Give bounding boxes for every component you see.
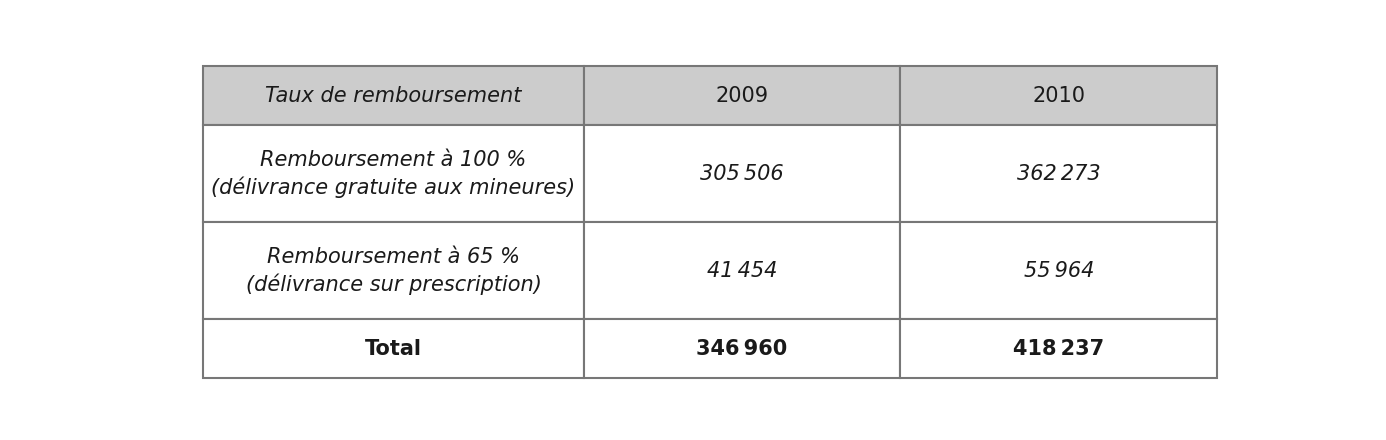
Bar [204, 125, 584, 222]
Bar [204, 319, 584, 378]
Bar [584, 319, 901, 378]
Text: 346 960: 346 960 [696, 339, 787, 359]
Bar [901, 66, 1217, 125]
Text: (délivrance gratuite aux mineures): (délivrance gratuite aux mineures) [212, 176, 575, 198]
Text: 2009: 2009 [715, 86, 769, 106]
Bar [584, 125, 901, 222]
Text: Total: Total [365, 339, 421, 359]
Bar [901, 125, 1217, 222]
Text: 55 964: 55 964 [1024, 261, 1094, 281]
Bar [204, 222, 584, 319]
Text: 41 454: 41 454 [707, 261, 778, 281]
Bar [204, 66, 584, 125]
Text: 305 506: 305 506 [700, 164, 784, 183]
Bar [901, 319, 1217, 378]
Text: Remboursement à 100 %: Remboursement à 100 % [261, 150, 527, 170]
Bar [901, 222, 1217, 319]
Text: Taux de remboursement: Taux de remboursement [265, 86, 521, 106]
Text: (délivrance sur prescription): (délivrance sur prescription) [245, 274, 542, 295]
Bar [584, 66, 901, 125]
Text: 2010: 2010 [1033, 86, 1085, 106]
Text: 362 273: 362 273 [1017, 164, 1100, 183]
Text: 418 237: 418 237 [1013, 339, 1105, 359]
Text: Remboursement à 65 %: Remboursement à 65 % [267, 247, 520, 267]
Bar [584, 222, 901, 319]
